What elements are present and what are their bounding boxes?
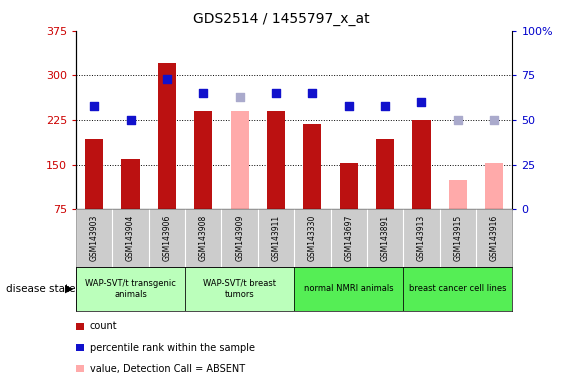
Point [490, 117, 499, 123]
Text: normal NMRI animals: normal NMRI animals [304, 285, 394, 293]
Text: GSM143330: GSM143330 [308, 215, 317, 261]
Bar [339, 163, 358, 209]
Text: GSM143904: GSM143904 [126, 215, 135, 261]
Bar [122, 159, 140, 209]
Point [235, 94, 244, 100]
Point [271, 90, 280, 96]
Point [344, 103, 353, 109]
Bar [376, 139, 394, 209]
Bar [230, 111, 249, 209]
Point [90, 103, 99, 109]
Point [453, 117, 462, 123]
Text: breast cancer cell lines: breast cancer cell lines [409, 285, 507, 293]
Bar [303, 124, 321, 209]
Point [417, 99, 426, 105]
Bar [158, 63, 176, 209]
Text: WAP-SVT/t breast
tumors: WAP-SVT/t breast tumors [203, 279, 276, 299]
Point [162, 76, 171, 82]
Text: GSM143903: GSM143903 [90, 215, 99, 261]
Text: ▶: ▶ [65, 284, 73, 294]
Bar [76, 267, 185, 311]
Text: GSM143915: GSM143915 [453, 215, 462, 261]
Point [308, 90, 317, 96]
Text: GSM143913: GSM143913 [417, 215, 426, 261]
Text: disease state: disease state [6, 284, 75, 294]
Text: value, Detection Call = ABSENT: value, Detection Call = ABSENT [90, 364, 245, 374]
Text: GSM143908: GSM143908 [199, 215, 208, 261]
Point [381, 103, 390, 109]
Text: WAP-SVT/t transgenic
animals: WAP-SVT/t transgenic animals [85, 279, 176, 299]
Point [126, 117, 135, 123]
Text: GSM143909: GSM143909 [235, 215, 244, 261]
Bar [403, 267, 512, 311]
Bar [449, 180, 467, 209]
Bar [412, 120, 431, 209]
Text: GDS2514 / 1455797_x_at: GDS2514 / 1455797_x_at [193, 12, 370, 25]
Bar [294, 267, 403, 311]
Bar [485, 163, 503, 209]
Text: GSM143916: GSM143916 [490, 215, 499, 261]
Text: GSM143697: GSM143697 [344, 215, 353, 261]
Text: GSM143911: GSM143911 [271, 215, 280, 261]
Text: GSM143906: GSM143906 [162, 215, 171, 261]
Text: count: count [90, 321, 117, 331]
Point [199, 90, 208, 96]
Text: GSM143891: GSM143891 [381, 215, 390, 261]
Bar [194, 111, 212, 209]
Bar [185, 267, 294, 311]
Bar [85, 139, 103, 209]
Bar [267, 111, 285, 209]
Text: percentile rank within the sample: percentile rank within the sample [90, 343, 254, 353]
